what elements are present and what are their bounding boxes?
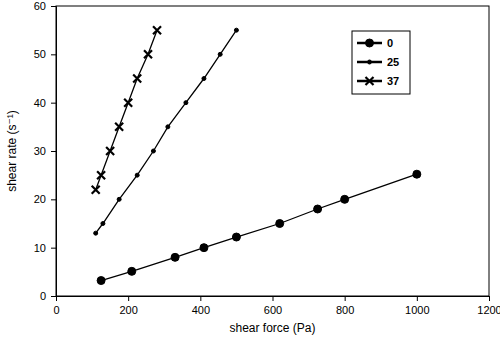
series-marker: [171, 253, 179, 261]
legend-box: [352, 31, 410, 94]
y-tick: 50: [34, 48, 56, 60]
series-marker: [184, 101, 188, 105]
series-marker: [124, 99, 132, 107]
series-marker: [128, 267, 136, 275]
x-axis-title: shear force (Pa): [229, 321, 315, 335]
x-tick-label: 1000: [405, 304, 429, 316]
plot: 020040060080010001200010203040506002537: [34, 0, 500, 316]
x-tick-label: 600: [264, 304, 282, 316]
y-tick-mark: [51, 6, 56, 7]
y-tick-mark: [51, 248, 56, 249]
legend-label: 0: [387, 37, 393, 49]
series-marker: [234, 28, 238, 32]
series-marker: [92, 186, 100, 194]
y-tick-label: 40: [34, 97, 46, 109]
x-tick-label: 1200: [477, 304, 500, 316]
series-marker: [314, 205, 322, 213]
x-axis-line: [57, 297, 490, 302]
chart: 020040060080010001200010203040506002537s…: [0, 0, 500, 342]
y-tick: 40: [34, 97, 56, 109]
series-marker: [276, 220, 284, 228]
y-tick-mark: [51, 199, 56, 200]
series-marker: [153, 26, 161, 34]
series-marker: [232, 233, 240, 241]
x-tick: 0: [53, 296, 59, 316]
x-tick: 1200: [477, 296, 500, 316]
x-tick: 1000: [405, 296, 429, 316]
series-line: [101, 174, 417, 280]
y-tick: 0: [40, 290, 56, 302]
y-axis: 0 10 20 30 40 50 60: [34, 0, 57, 302]
y-tick-mark: [51, 54, 56, 55]
y-tick-label: 60: [34, 0, 46, 12]
x-tick-mark: [200, 296, 201, 301]
y-tick: 30: [34, 145, 56, 157]
x-tick-mark: [489, 296, 490, 301]
series-line: [96, 30, 237, 233]
legend-label: 25: [387, 56, 399, 68]
x-tick-label: 400: [192, 304, 210, 316]
y-tick-mark: [51, 296, 56, 297]
x-tick-mark: [345, 296, 346, 301]
x-tick-label: 0: [53, 304, 59, 316]
legend-marker: [368, 60, 372, 64]
y-tick-mark: [51, 103, 56, 104]
y-axis-line: [51, 7, 57, 297]
y-axis-title: shear rate (s⁻¹): [5, 110, 19, 192]
y-tick-label: 20: [34, 193, 46, 205]
series-marker: [144, 50, 152, 58]
series-marker: [94, 231, 98, 235]
series-marker: [135, 173, 139, 177]
series-marker: [101, 222, 105, 226]
series-line: [96, 30, 157, 190]
y-tick-mark: [51, 151, 56, 152]
y-tick-label: 0: [40, 290, 46, 302]
x-tick-mark: [417, 296, 418, 301]
plot-frame: [56, 6, 489, 296]
y-tick: 20: [34, 193, 56, 205]
series-marker: [115, 123, 123, 131]
y-tick: 10: [34, 242, 56, 254]
series-marker: [218, 52, 222, 56]
series-marker: [97, 171, 105, 179]
data-area: [92, 26, 421, 284]
y-tick-label: 50: [34, 48, 46, 60]
legend: 0 25 37: [352, 31, 410, 94]
series-marker: [133, 75, 141, 83]
series-marker: [413, 170, 421, 178]
x-tick-label: 800: [336, 304, 354, 316]
x-tick: 200: [119, 296, 137, 316]
x-tick: 800: [336, 296, 354, 316]
y-tick: 60: [34, 0, 56, 12]
legend-marker: [366, 39, 374, 47]
x-axis: 0 200 400 600 800 1000 1200: [53, 296, 500, 316]
x-tick-mark: [128, 296, 129, 301]
series-marker: [202, 77, 206, 81]
series-marker: [97, 277, 105, 285]
y-tick-label: 10: [34, 242, 46, 254]
x-tick-mark: [273, 296, 274, 301]
x-tick: 400: [192, 296, 210, 316]
y-tick-label: 30: [34, 145, 46, 157]
series-marker: [117, 197, 121, 201]
series-marker: [341, 195, 349, 203]
legend-label: 37: [387, 75, 399, 87]
series-marker: [166, 125, 170, 129]
series-marker: [200, 244, 208, 252]
series-marker: [151, 149, 155, 153]
series-marker: [106, 147, 114, 155]
legend-line: [357, 61, 382, 64]
legend-marker: [366, 77, 374, 85]
x-tick-label: 200: [119, 304, 137, 316]
x-tick: 600: [264, 296, 282, 316]
